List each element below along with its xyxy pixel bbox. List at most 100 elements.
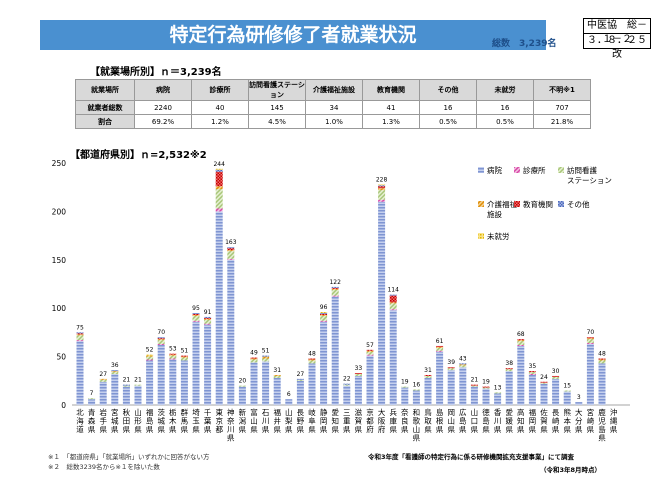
bar-segment [412,389,420,391]
table-row-label: 割合 [75,114,135,129]
bar-total-label: 38 [505,360,513,367]
table-header-cell: 介護福祉施設 [305,79,363,101]
legend-label: 教育機関 [523,199,553,209]
table-cell: 34 [305,100,363,115]
bar-segment [494,393,502,405]
bar-segment [111,372,119,375]
bar-segment [169,353,177,355]
bar-segment [262,358,270,362]
table-header-label: 就業場所 [75,79,135,101]
table-cell: 2240 [134,100,192,115]
y-tick-label: 150 [52,256,67,265]
bar-segment [262,361,270,405]
bar-segment [389,294,397,296]
bar-total-label: 228 [376,176,388,183]
total-count: 総数 3,239名 [492,39,557,49]
bar-total-label: 6 [287,391,291,398]
workplace-table: 就業場所 病院 診療所 訪問看護ステーション 介護福祉施設 教育機関 その他 未… [75,79,591,129]
bar-segment [459,364,467,366]
bar-segment [436,346,444,348]
table-cell: 16 [419,100,477,115]
bar-total-label: 22 [343,376,351,383]
bar-segment [157,339,165,341]
x-tick-label: 沖縄県 [610,407,618,434]
bar-segment [308,363,316,405]
bar-total-label: 114 [387,287,399,294]
bar-segment [146,355,154,357]
bar-segment [494,392,502,394]
table-cell: 16 [476,100,534,115]
bar-total-label: 91 [204,309,212,316]
bar-segment [540,383,548,405]
x-tick-label: 広島県 [459,407,467,434]
bar-segment [343,385,351,405]
x-tick-label: 神奈川県 [227,407,235,443]
bar-segment [192,320,200,322]
bar-segment [505,368,513,370]
bar-segment [401,386,409,388]
bar-total-label: 31 [424,367,432,374]
bar-total-label: 57 [366,342,374,349]
bar-segment [401,387,409,405]
bar-segment [204,318,212,320]
bar-segment [586,344,594,405]
bar-segment [111,371,119,373]
bar-segment [204,324,212,405]
bar-segment [459,365,467,368]
x-tick-label: 兵庫県 [389,407,397,434]
bar-segment [180,356,188,358]
bar-total-label: 19 [482,379,490,386]
x-tick-label: 静岡県 [320,407,328,434]
bar-segment [250,362,258,405]
bar-segment [215,171,223,187]
bar-segment [517,340,525,342]
bar-segment [505,371,513,405]
table-cell: 0.5% [419,114,477,129]
x-tick-label: 高知県 [517,407,525,434]
x-tick-label: 愛媛県 [505,407,513,434]
bar-segment [204,323,212,325]
bar-segment [227,248,235,251]
bar-segment [262,355,270,357]
x-tick-label: 新潟県 [239,407,247,434]
bar-segment [88,398,96,400]
bar-segment [366,350,374,352]
bar-segment [424,375,432,378]
y-tick-label: 50 [56,353,66,362]
legend-label: その他 [567,199,590,209]
badge-line-1: 中医協 総－１－２ [587,20,647,45]
bar-segment [378,186,386,189]
bar-total-label: 70 [587,329,595,336]
bar-segment [215,211,223,405]
bar-total-label: 31 [273,367,281,374]
x-tick-label: 富山県 [250,407,258,434]
bar-total-label: 52 [146,347,154,354]
bar-segment [575,402,583,405]
bar-segment [378,201,386,405]
bar-segment [122,386,130,405]
x-tick-label: 福井県 [273,408,281,434]
document-badge: 中医協 総－１－２ ３．８．２５改 [583,18,651,60]
bar-total-label: 27 [297,371,305,378]
bar-segment [366,354,374,356]
bar-segment [354,373,362,375]
bar-segment [250,359,258,363]
legend-label: 診療所 [523,165,546,175]
bar-segment [436,347,444,351]
legend-swatch [514,167,520,173]
bar-segment [436,350,444,352]
bar-total-label: 51 [262,348,270,355]
bar-segment [308,360,316,364]
x-tick-label: 秋田県 [123,407,131,434]
table-cell: 4.5% [248,114,306,129]
date-note: （令和3年8月時点） [540,466,602,474]
bar-segment [250,357,258,359]
bar-segment [180,355,188,357]
bar-segment [238,386,246,405]
bar-total-label: 95 [192,305,200,312]
bar-segment [215,186,223,190]
x-tick-label: 香川県 [494,407,502,434]
x-tick-label: 島根県 [436,407,444,434]
bar-segment [517,341,525,345]
x-tick-label: 宮崎県 [587,407,595,434]
